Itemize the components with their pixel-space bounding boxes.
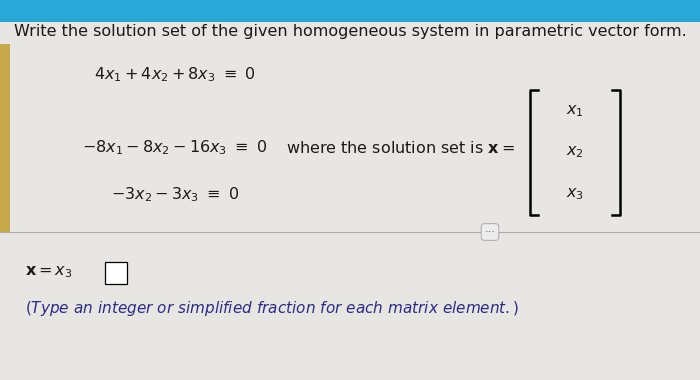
- Bar: [0, 0, 700, 22]
- Text: $\mathbf{x}=x_3$: $\mathbf{x}=x_3$: [25, 264, 73, 280]
- Text: where the solution set is $\mathbf{x}=$: where the solution set is $\mathbf{x}=$: [286, 140, 514, 156]
- Text: $(Type\ an\ integer\ or\ simplified\ fraction\ for\ each\ matrix\ element.)$: $(Type\ an\ integer\ or\ simplified\ fra…: [25, 299, 519, 318]
- Text: ···: ···: [484, 227, 496, 237]
- Text: $-3x_2-3x_3\ \equiv\ 0$: $-3x_2-3x_3\ \equiv\ 0$: [111, 186, 239, 204]
- Bar: [105, 262, 127, 284]
- Text: Write the solution set of the given homogeneous system in parametric vector form: Write the solution set of the given homo…: [13, 24, 687, 39]
- Text: $x_2$: $x_2$: [566, 145, 584, 160]
- Text: $x_3$: $x_3$: [566, 186, 584, 202]
- Bar: [0, 44, 10, 232]
- Text: $4x_1+4x_2+8x_3\ \equiv\ 0$: $4x_1+4x_2+8x_3\ \equiv\ 0$: [94, 66, 256, 84]
- Text: $x_1$: $x_1$: [566, 103, 584, 119]
- Text: $-8x_1-8x_2-16x_3\ \equiv\ 0$: $-8x_1-8x_2-16x_3\ \equiv\ 0$: [82, 139, 268, 157]
